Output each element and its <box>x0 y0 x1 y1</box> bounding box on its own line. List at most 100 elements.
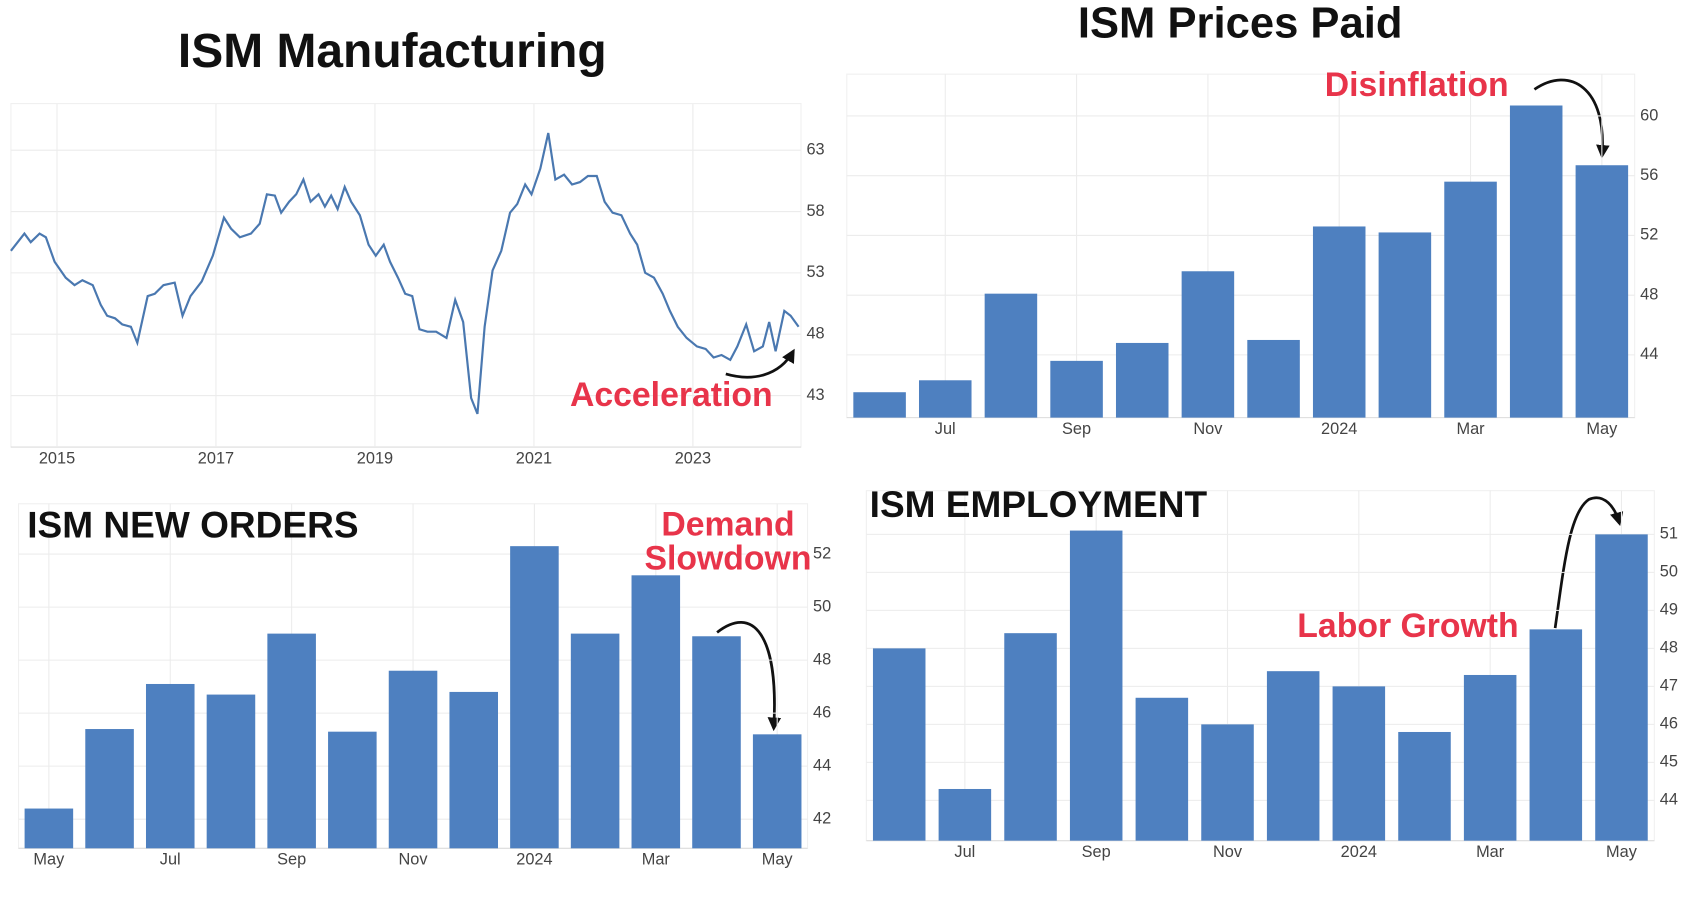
x-tick-label: Sep <box>1082 843 1111 861</box>
y-tick-label: 44 <box>1660 791 1678 809</box>
bar <box>1529 629 1583 841</box>
annotation: Disinflation <box>1325 66 1509 104</box>
bar <box>145 683 195 849</box>
y-tick-label: 60 <box>1640 106 1658 124</box>
bar <box>1266 671 1320 841</box>
y-tick-label: 46 <box>813 703 831 721</box>
y-tick-label: 48 <box>806 325 824 343</box>
y-tick-label: 48 <box>1640 285 1658 303</box>
chart-panel: 44 48 52 56 60 Jul Sep Nov 2024 Mar May ISM Prices … <box>846 0 1658 438</box>
bar <box>206 694 256 849</box>
bar <box>328 731 377 849</box>
bar <box>1463 674 1517 841</box>
bar <box>918 380 972 418</box>
y-tick-label: 58 <box>806 202 824 220</box>
bar <box>1312 226 1366 418</box>
bar <box>1398 731 1451 841</box>
chart-title: ISM NEW ORDERS <box>27 504 358 546</box>
x-tick-label: 2024 <box>1321 420 1357 438</box>
x-tick-label: 2019 <box>357 449 393 467</box>
x-tick-label: 2017 <box>198 449 234 467</box>
y-tick-label: 45 <box>1660 753 1678 771</box>
y-tick-label: 53 <box>806 263 824 281</box>
y-tick-label: 52 <box>813 544 831 562</box>
x-tick-label: 2023 <box>675 449 711 467</box>
y-tick-label: 63 <box>806 141 824 159</box>
x-tick-label: Nov <box>398 851 428 869</box>
bar <box>510 546 559 849</box>
y-tick-label: 50 <box>813 597 831 615</box>
y-tick-label: 51 <box>1660 525 1678 543</box>
x-tick-label: Nov <box>1193 420 1223 438</box>
line-series <box>10 132 800 415</box>
bar <box>1201 724 1254 841</box>
annotation: Acceleration <box>570 376 773 414</box>
arrow <box>1553 496 1624 629</box>
x-tick-label: May <box>1586 420 1618 438</box>
y-tick-label: 44 <box>813 756 831 774</box>
bar <box>570 633 620 849</box>
x-tick-label: May <box>33 851 65 869</box>
bar <box>449 691 499 849</box>
bar <box>853 392 906 418</box>
chart-panel: 42 44 46 48 50 52 May Jul Sep Nov 2024 Mar May ISM NE… <box>17 503 831 869</box>
x-tick-label: May <box>762 851 794 869</box>
x-tick-label: Jul <box>954 843 975 861</box>
bar <box>984 293 1038 418</box>
x-tick-label: 2021 <box>516 449 552 467</box>
x-tick-label: Sep <box>1062 420 1091 438</box>
x-tick-label: May <box>1606 843 1638 861</box>
bar <box>85 729 134 849</box>
bar <box>388 670 438 849</box>
y-tick-label: 48 <box>813 650 831 668</box>
x-tick-label: Jul <box>935 420 956 438</box>
chart-title: ISM Prices Paid <box>1078 0 1403 48</box>
chart-panel: 44 45 46 47 48 49 50 51 Jul Sep Nov 2024 Mar May ISM E… <box>865 483 1678 861</box>
x-tick-label: 2015 <box>39 449 75 467</box>
arrow <box>716 621 782 732</box>
bar <box>752 734 802 849</box>
bar <box>1135 697 1189 841</box>
bar <box>1115 342 1169 418</box>
annotation: Demand <box>661 506 794 544</box>
bar <box>1378 232 1432 418</box>
y-tick-label: 43 <box>806 386 824 404</box>
arrow <box>725 348 795 379</box>
chart-panel: 43 48 53 58 63 2015 2017 2019 2021 2023 ISM Manufa… <box>10 25 825 467</box>
bar <box>1595 534 1648 841</box>
y-tick-label: 49 <box>1660 601 1678 619</box>
chart-title: ISM EMPLOYMENT <box>870 483 1208 525</box>
x-tick-label: 2024 <box>1341 843 1377 861</box>
y-tick-label: 48 <box>1660 639 1678 657</box>
x-tick-label: Mar <box>642 851 671 869</box>
bar <box>1004 633 1057 841</box>
bar <box>1509 105 1563 418</box>
y-tick-label: 42 <box>813 809 831 827</box>
y-tick-label: 44 <box>1640 345 1658 363</box>
x-tick-label: Mar <box>1456 420 1485 438</box>
y-tick-label: 52 <box>1640 226 1658 244</box>
bar <box>692 636 741 849</box>
bar <box>267 633 316 849</box>
chart-title: ISM Manufacturing <box>178 25 607 78</box>
x-tick-label: 2024 <box>516 851 552 869</box>
bar <box>1575 165 1629 418</box>
x-tick-label: Jul <box>160 851 181 869</box>
x-tick-label: Nov <box>1213 843 1243 861</box>
x-tick-label: Sep <box>277 851 306 869</box>
y-tick-label: 46 <box>1660 715 1678 733</box>
bar <box>1181 271 1235 418</box>
bar <box>1444 181 1497 418</box>
x-tick-label: Mar <box>1476 843 1505 861</box>
bar <box>938 788 992 841</box>
bar <box>1050 360 1103 418</box>
annotation: Slowdown <box>644 539 811 577</box>
annotation: Labor Growth <box>1297 607 1518 645</box>
y-tick-label: 47 <box>1660 677 1678 695</box>
bar <box>24 808 74 849</box>
bar <box>1069 530 1123 841</box>
bar <box>1332 686 1386 841</box>
bar <box>872 648 926 841</box>
y-tick-label: 50 <box>1660 563 1678 581</box>
